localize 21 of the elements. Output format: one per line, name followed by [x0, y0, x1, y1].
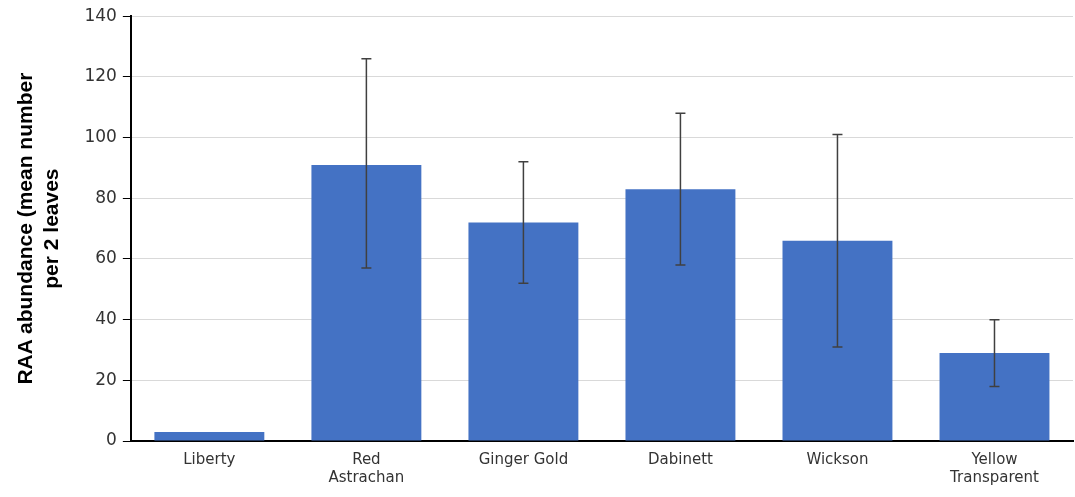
- bar: [939, 353, 1050, 441]
- x-tick-label: Red Astrachan: [328, 449, 405, 486]
- y-tick-label: 60: [95, 247, 117, 268]
- y-axis-title: RAA abundance (mean number per 2 leaves: [13, 72, 62, 385]
- x-tick-label: Dabinett: [647, 449, 714, 468]
- bar: [468, 222, 579, 441]
- x-tick-label: Ginger Gold: [478, 449, 569, 468]
- bar: [311, 164, 422, 441]
- y-tick-label: 80: [95, 186, 117, 207]
- bar: [625, 189, 736, 441]
- y-tick-label: 120: [84, 65, 117, 86]
- y-tick-label: 0: [106, 429, 117, 450]
- x-tick-label: Wickson: [806, 449, 869, 468]
- x-tick-label: Yellow Transparent: [949, 449, 1040, 486]
- y-tick-label: 20: [95, 368, 117, 389]
- bar: [782, 240, 893, 441]
- y-tick-label: 100: [84, 125, 117, 146]
- x-tick-label: Liberty: [183, 449, 236, 468]
- bar: [154, 431, 265, 441]
- y-tick-label: 140: [84, 4, 117, 25]
- y-tick-label: 40: [95, 308, 117, 329]
